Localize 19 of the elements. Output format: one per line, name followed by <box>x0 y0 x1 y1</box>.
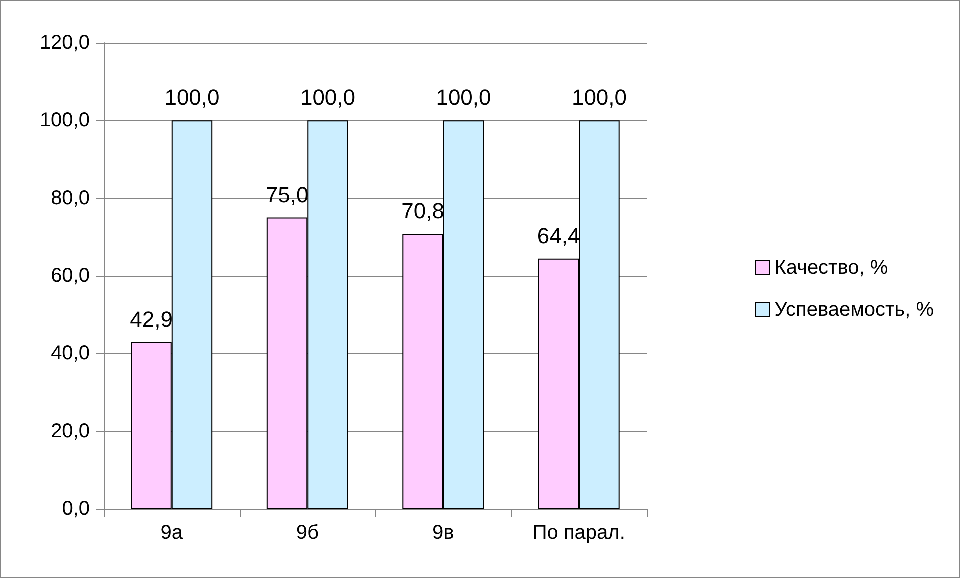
x-tick-label: По парал. <box>532 522 626 544</box>
x-tick-label: 9в <box>432 522 454 544</box>
data-label: 100,0 <box>300 85 356 110</box>
x-tick-label: 9а <box>160 522 184 544</box>
data-label: 42,9 <box>130 306 173 332</box>
data-label: 70,8 <box>402 198 444 224</box>
x-tick-label: 9б <box>296 522 319 544</box>
y-tick-label: 20,0 <box>51 420 90 442</box>
y-tick-label: 40,0 <box>51 342 90 365</box>
y-tick-label: 60,0 <box>51 265 90 287</box>
y-tick-label: 120,0 <box>40 32 90 54</box>
data-label: 100,0 <box>164 85 220 110</box>
y-tick-label: 0,0 <box>62 498 90 520</box>
data-label: 100,0 <box>572 85 628 110</box>
legend-label: Успеваемость, % <box>774 299 934 321</box>
y-tick-label: 100,0 <box>40 110 90 132</box>
legend-label: Качество, % <box>774 257 888 279</box>
y-tick-label: 80,0 <box>51 187 90 210</box>
data-label: 100,0 <box>436 85 492 110</box>
